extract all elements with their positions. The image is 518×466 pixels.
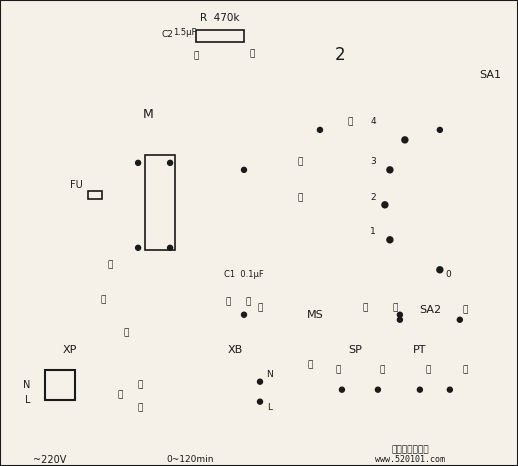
Ellipse shape bbox=[245, 375, 275, 389]
Text: 红: 红 bbox=[347, 117, 353, 126]
Text: 2: 2 bbox=[335, 46, 345, 64]
Circle shape bbox=[385, 235, 395, 245]
Text: 红: 红 bbox=[462, 305, 468, 314]
Circle shape bbox=[380, 200, 390, 210]
Text: 蓝: 蓝 bbox=[137, 380, 143, 389]
Circle shape bbox=[385, 165, 395, 175]
Text: SA1: SA1 bbox=[479, 70, 501, 80]
Text: 4: 4 bbox=[370, 117, 376, 126]
Text: 红: 红 bbox=[462, 365, 468, 374]
Text: www.520101.com: www.520101.com bbox=[375, 455, 445, 464]
Text: 黑: 黑 bbox=[257, 303, 263, 312]
Text: 黑: 黑 bbox=[392, 303, 398, 312]
Text: PT: PT bbox=[413, 345, 427, 355]
Text: 黑: 黑 bbox=[107, 260, 113, 269]
Text: SA2: SA2 bbox=[419, 305, 441, 315]
Circle shape bbox=[136, 245, 140, 250]
Text: N: N bbox=[23, 380, 30, 390]
Text: 黑: 黑 bbox=[362, 303, 368, 312]
Text: 棕: 棕 bbox=[137, 403, 143, 412]
Circle shape bbox=[136, 160, 140, 165]
Circle shape bbox=[376, 387, 380, 392]
Text: 红: 红 bbox=[425, 365, 430, 374]
Text: 黑: 黑 bbox=[100, 295, 106, 304]
Text: 0~120min: 0~120min bbox=[166, 455, 214, 464]
Text: 宝电维修资料网: 宝电维修资料网 bbox=[391, 445, 429, 454]
Text: C2: C2 bbox=[161, 30, 173, 40]
Text: 1: 1 bbox=[370, 227, 376, 236]
Circle shape bbox=[53, 100, 243, 290]
Text: 黑: 黑 bbox=[246, 297, 251, 306]
Text: 黑: 黑 bbox=[123, 328, 129, 337]
Text: MS: MS bbox=[307, 310, 323, 320]
Text: C1  0.1μF: C1 0.1μF bbox=[224, 270, 264, 279]
Text: 红: 红 bbox=[249, 49, 254, 58]
Circle shape bbox=[397, 317, 402, 322]
Circle shape bbox=[415, 170, 465, 220]
Bar bbox=[145, 155, 175, 250]
Circle shape bbox=[241, 167, 247, 172]
Text: L: L bbox=[25, 395, 30, 404]
Text: 棕: 棕 bbox=[335, 365, 341, 374]
Text: M: M bbox=[143, 109, 153, 122]
Text: 蓝: 蓝 bbox=[297, 193, 303, 202]
Text: 3: 3 bbox=[370, 158, 376, 166]
Text: XP: XP bbox=[63, 345, 77, 355]
Text: 红: 红 bbox=[379, 365, 384, 374]
Circle shape bbox=[420, 375, 450, 404]
Circle shape bbox=[257, 379, 263, 384]
Circle shape bbox=[397, 312, 402, 317]
Text: 棕: 棕 bbox=[307, 360, 313, 369]
Circle shape bbox=[85, 185, 105, 205]
Text: 红: 红 bbox=[193, 51, 199, 61]
Circle shape bbox=[437, 127, 442, 132]
Text: 蓝: 蓝 bbox=[118, 390, 123, 399]
Text: 黑: 黑 bbox=[225, 297, 231, 306]
Circle shape bbox=[387, 237, 393, 243]
Circle shape bbox=[418, 387, 422, 392]
Circle shape bbox=[437, 267, 443, 273]
Circle shape bbox=[257, 399, 263, 404]
Circle shape bbox=[402, 137, 408, 143]
Text: 1.5μF: 1.5μF bbox=[174, 28, 197, 37]
Text: XB: XB bbox=[227, 345, 242, 355]
Circle shape bbox=[400, 135, 410, 145]
Text: FU: FU bbox=[70, 180, 83, 190]
Circle shape bbox=[387, 167, 393, 173]
Circle shape bbox=[375, 130, 505, 260]
Circle shape bbox=[382, 202, 388, 208]
Circle shape bbox=[457, 317, 463, 322]
Circle shape bbox=[168, 160, 172, 165]
Text: N: N bbox=[267, 370, 274, 379]
Bar bbox=[45, 370, 75, 400]
Circle shape bbox=[293, 293, 337, 337]
Circle shape bbox=[448, 387, 452, 392]
Circle shape bbox=[339, 387, 344, 392]
Circle shape bbox=[168, 245, 172, 250]
Circle shape bbox=[318, 127, 322, 132]
Bar bbox=[88, 191, 102, 199]
Bar bbox=[196, 30, 244, 42]
Text: SP: SP bbox=[348, 345, 362, 355]
Text: 棕: 棕 bbox=[297, 158, 303, 166]
Circle shape bbox=[342, 372, 378, 408]
Circle shape bbox=[322, 37, 358, 73]
Text: ~220V: ~220V bbox=[34, 455, 67, 465]
Circle shape bbox=[241, 312, 247, 317]
Text: L: L bbox=[267, 403, 272, 412]
Text: 2: 2 bbox=[370, 193, 376, 202]
Text: 0: 0 bbox=[445, 270, 451, 279]
Ellipse shape bbox=[245, 395, 275, 409]
Text: R  470k: R 470k bbox=[200, 13, 240, 23]
